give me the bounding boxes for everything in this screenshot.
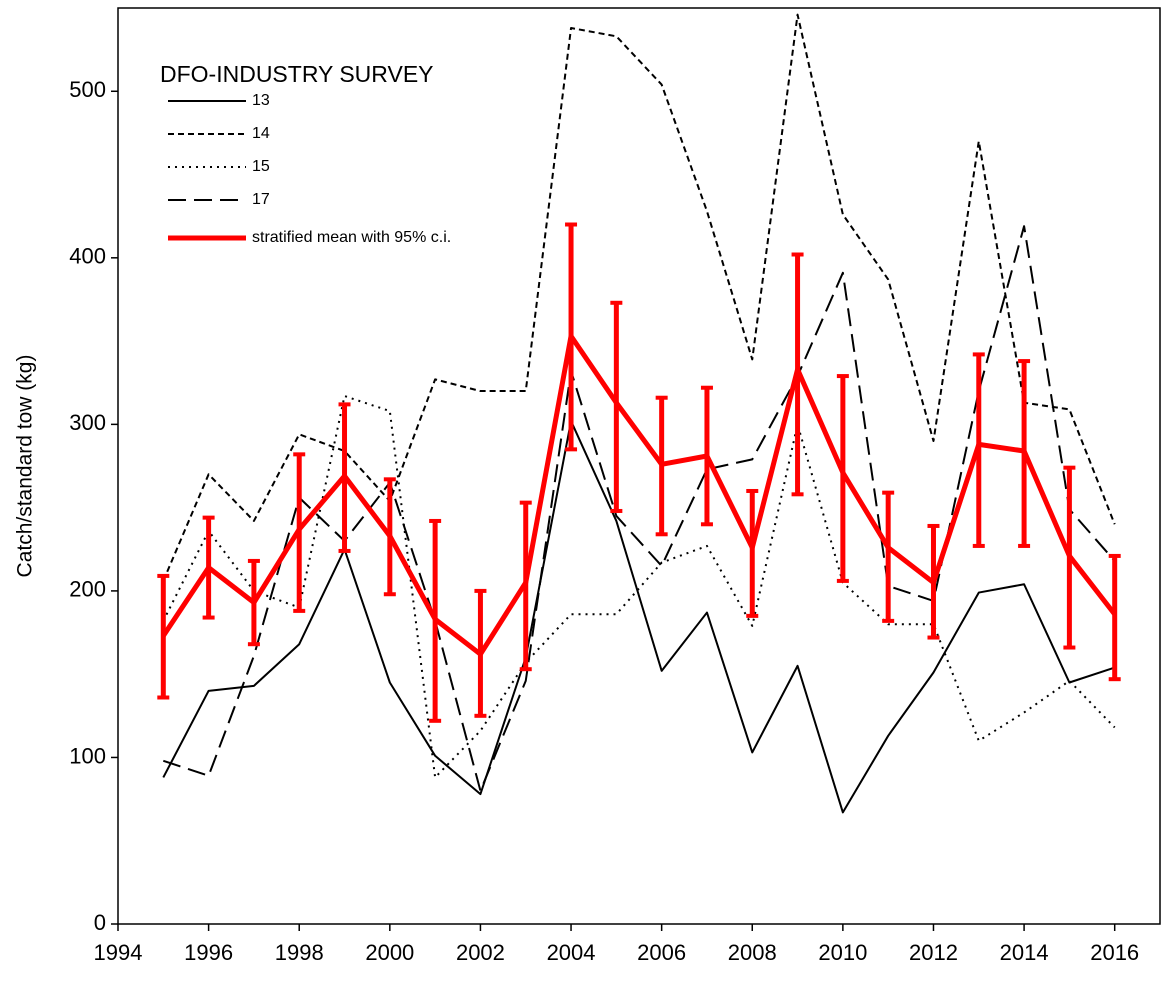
series-line bbox=[162, 225, 1116, 792]
plot-frame bbox=[117, 7, 1161, 925]
x-tick-label: 2002 bbox=[456, 940, 505, 965]
series-line bbox=[162, 395, 1116, 779]
legend-label: stratified mean with 95% c.i. bbox=[252, 229, 451, 246]
series-line bbox=[162, 420, 1116, 814]
x-tick-label: 2004 bbox=[547, 940, 596, 965]
x-tick-label: 2012 bbox=[909, 940, 958, 965]
series-line bbox=[161, 333, 1117, 657]
x-tick-label: 2006 bbox=[637, 940, 686, 965]
x-tick-label: 2016 bbox=[1090, 940, 1139, 965]
legend-title: DFO-INDUSTRY SURVEY bbox=[160, 61, 434, 87]
y-tick-label: 500 bbox=[69, 77, 106, 102]
x-tick-label: 2008 bbox=[728, 940, 777, 965]
legend-label: 15 bbox=[252, 158, 270, 175]
y-tick-label: 200 bbox=[69, 577, 106, 602]
y-tick-label: 400 bbox=[69, 244, 106, 269]
x-tick-label: 1994 bbox=[94, 940, 143, 965]
x-tick-label: 2010 bbox=[818, 940, 867, 965]
legend-label: 14 bbox=[252, 125, 270, 142]
y-tick-label: 100 bbox=[69, 743, 106, 768]
x-tick-label: 2014 bbox=[1000, 940, 1049, 965]
legend-label: 17 bbox=[252, 191, 270, 208]
x-tick-label: 2000 bbox=[365, 940, 414, 965]
x-tick-label: 1996 bbox=[184, 940, 233, 965]
legend-label: 13 bbox=[252, 92, 270, 109]
y-tick-label: 0 bbox=[94, 910, 106, 935]
y-tick-label: 300 bbox=[69, 410, 106, 435]
y-axis-label: Catch/standard tow (kg) bbox=[14, 355, 37, 578]
x-tick-label: 1998 bbox=[275, 940, 324, 965]
series-line bbox=[162, 13, 1116, 582]
